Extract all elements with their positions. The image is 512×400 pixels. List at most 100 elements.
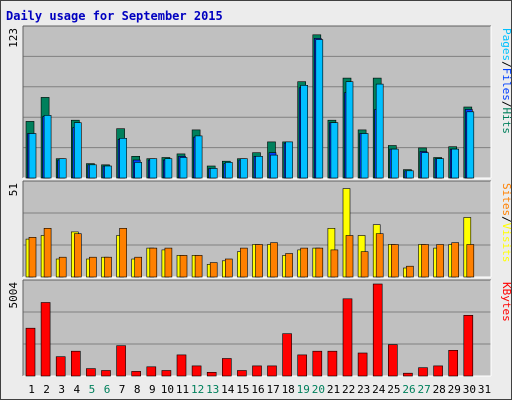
- bar-kbytes-day-1: [25, 327, 36, 377]
- legend-separator: /: [500, 101, 512, 108]
- x-tick-label: 2: [43, 383, 50, 396]
- legend-separator: /: [500, 61, 512, 68]
- bar-kbytes-day-5: [86, 368, 96, 377]
- bar-kbytes-day-24: [372, 283, 383, 377]
- x-tick-label: 31: [478, 383, 491, 396]
- bar-sites-day-28: [436, 244, 444, 278]
- x-tick-label: 13: [206, 383, 219, 396]
- x-tick-label: 10: [161, 383, 174, 396]
- bar-pages-day-2: [43, 115, 52, 179]
- bar-sites-day-27: [421, 244, 429, 278]
- bar-sites-day-29: [451, 242, 460, 278]
- bar-pages-day-9: [149, 158, 158, 179]
- x-tick-label: 19: [297, 383, 310, 396]
- x-tick-label: 7: [119, 383, 126, 396]
- y-max-label: 5004: [7, 282, 20, 309]
- bar-sites-day-21: [330, 249, 339, 278]
- panel-kbytes: 5004 KBytes: [7, 279, 512, 377]
- x-tick-label: 21: [327, 383, 340, 396]
- bar-sites-day-20: [315, 247, 324, 278]
- legend: KBytes: [500, 282, 512, 322]
- bar-kbytes-day-2: [40, 302, 51, 377]
- x-tick-label: 4: [73, 383, 80, 396]
- bar-kbytes-day-16: [252, 365, 262, 377]
- bar-pages-day-13: [209, 168, 218, 179]
- x-axis-labels: 1 2 3 4 5 6 7 8 9 10 11 12 13 14 15 16 17 18 19 20 21 22 23 24 2…: [28, 383, 491, 396]
- bar-sites-day-18: [285, 253, 293, 278]
- x-tick-label: 28: [433, 383, 446, 396]
- bar-sites-day-22: [345, 235, 354, 278]
- bar-pages-day-18: [285, 141, 293, 179]
- panel-hits-files-pages: 123 Pages/Files/Hits: [7, 25, 512, 179]
- bar-kbytes-day-28: [433, 365, 443, 377]
- bar-pages-day-14: [225, 162, 233, 179]
- x-tick-label: 20: [312, 383, 325, 396]
- x-tick-label: 22: [342, 383, 355, 396]
- bar-kbytes-day-6: [101, 370, 111, 377]
- bar-kbytes-day-19: [297, 354, 308, 377]
- bar-sites-day-26: [406, 265, 414, 278]
- bar-sites-day-15: [240, 247, 248, 278]
- bar-sites-day-19: [300, 247, 309, 278]
- bar-sites-day-2: [43, 228, 52, 278]
- bar-kbytes-day-25: [387, 344, 398, 377]
- x-tick-label: 25: [387, 383, 400, 396]
- bar-pages-day-29: [451, 148, 460, 179]
- y-max-label: 51: [7, 183, 20, 196]
- bar-sites-day-6: [104, 256, 112, 278]
- bar-kbytes-day-15: [237, 370, 247, 377]
- bar-sites-day-8: [134, 256, 142, 278]
- bar-sites-day-23: [360, 251, 369, 278]
- x-tick-label: 17: [266, 383, 279, 396]
- y-max-label: 123: [7, 28, 20, 48]
- legend-pages: Pages: [500, 28, 512, 61]
- x-tick-label: 26: [402, 383, 415, 396]
- bar-sites-day-11: [179, 255, 188, 278]
- x-tick-label: 5: [89, 383, 96, 396]
- bar-sites-day-9: [149, 247, 158, 278]
- bar-sites-day-16: [255, 244, 263, 278]
- bar-sites-day-17: [270, 242, 278, 278]
- bar-kbytes-day-14: [222, 358, 232, 377]
- bar-sites-day-4: [74, 233, 82, 278]
- legend: Sites/Visits: [500, 183, 512, 263]
- bar-pages-day-15: [240, 158, 248, 179]
- x-tick-label: 9: [149, 383, 156, 396]
- bar-kbytes-day-22: [342, 298, 353, 377]
- plot-area: [23, 280, 491, 376]
- bar-pages-day-27: [421, 152, 429, 179]
- legend-kbytes: KBytes: [500, 282, 512, 322]
- panel-visits-sites: 51 Sites/Visits: [7, 180, 512, 278]
- bar-kbytes-day-7: [116, 345, 126, 377]
- bar-pages-day-22: [345, 81, 354, 179]
- bar-sites-day-7: [119, 228, 127, 278]
- bar-pages-day-25: [390, 148, 399, 179]
- bar-sites-day-3: [58, 256, 67, 278]
- bar-sites-day-14: [225, 258, 233, 278]
- bar-pages-day-19: [300, 85, 309, 179]
- bar-pages-day-3: [58, 158, 67, 179]
- x-tick-label: 15: [236, 383, 249, 396]
- bar-pages-day-26: [406, 170, 414, 179]
- bar-kbytes-day-21: [327, 350, 338, 377]
- bar-kbytes-day-18: [282, 333, 292, 377]
- x-tick-label: 14: [221, 383, 235, 396]
- bar-pages-day-16: [255, 156, 263, 179]
- bar-kbytes-day-3: [55, 356, 66, 377]
- legend-hits: Hits: [500, 108, 512, 135]
- bar-kbytes-day-8: [131, 371, 141, 377]
- bar-pages-day-5: [89, 164, 97, 179]
- x-tick-label: 29: [448, 383, 461, 396]
- bar-pages-day-10: [164, 158, 173, 179]
- bar-kbytes-day-26: [403, 372, 413, 377]
- bar-sites-day-10: [164, 247, 173, 278]
- bar-sites-day-13: [209, 262, 218, 278]
- bar-pages-day-30: [466, 111, 475, 179]
- x-tick-label: 3: [58, 383, 65, 396]
- x-tick-label: 12: [191, 383, 204, 396]
- x-tick-label: 30: [463, 383, 476, 396]
- bar-kbytes-day-27: [418, 367, 428, 377]
- bar-pages-day-7: [119, 138, 127, 179]
- bar-pages-day-12: [194, 135, 203, 179]
